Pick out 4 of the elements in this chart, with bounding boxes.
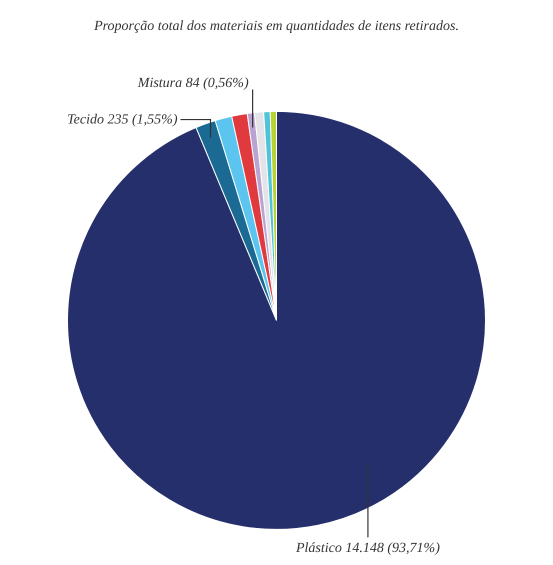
- chart-title: Proporção total dos materiais em quantidades de itens retirados.: [93, 19, 459, 34]
- slice-label: Plástico 14.148 (93,71%): [294, 541, 440, 556]
- slice-label: Mistura 84 (0,56%): [136, 76, 249, 92]
- slice-label: Tecido 235 (1,55%): [67, 112, 178, 128]
